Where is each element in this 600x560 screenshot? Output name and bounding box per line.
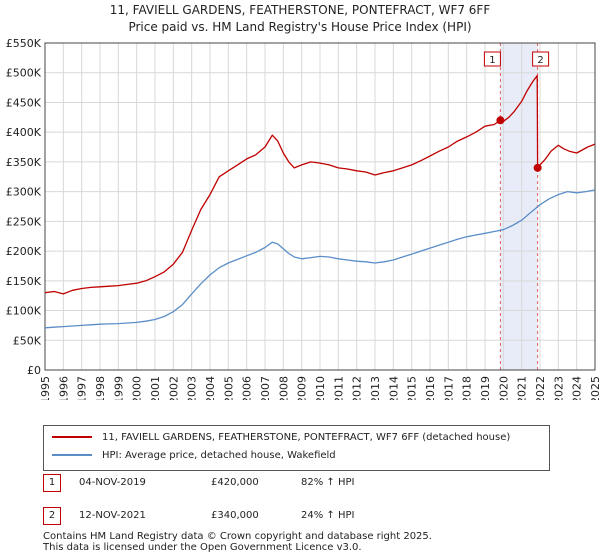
x-tick-label: 2021	[516, 376, 529, 400]
y-tick-label: £250K	[6, 215, 42, 228]
chart-subtitle: Price paid vs. HM Land Registry's House …	[128, 20, 472, 34]
y-tick-label: £150K	[6, 275, 42, 288]
sale-hpi-2: 24% ↑ HPI	[301, 510, 355, 521]
x-tick-label: 2019	[479, 376, 492, 400]
x-tick-label: 2001	[149, 376, 162, 400]
sale-box-label-2: 2	[537, 55, 543, 66]
chart-title: 11, FAVIELL GARDENS, FEATHERSTONE, PONTE…	[109, 3, 491, 17]
y-tick-label: £450K	[6, 96, 42, 109]
shaded-region	[500, 43, 538, 370]
x-tick-label: 2018	[461, 376, 474, 400]
y-tick-label: £100K	[6, 305, 42, 318]
y-tick-label: £400K	[6, 126, 42, 139]
legend-item-property: 11, FAVIELL GARDENS, FEATHERSTONE, PONTE…	[52, 430, 510, 446]
x-tick-label: 2013	[369, 376, 382, 400]
x-tick-label: 1997	[76, 376, 89, 400]
x-tick-label: 2007	[259, 376, 272, 400]
x-tick-label: 2002	[167, 376, 180, 400]
sale-price-1: £420,000	[211, 477, 259, 488]
x-tick-label: 1995	[39, 376, 52, 400]
y-tick-label: £0	[27, 364, 41, 377]
legend-label-property: 11, FAVIELL GARDENS, FEATHERSTONE, PONTE…	[102, 432, 511, 443]
legend: 11, FAVIELL GARDENS, FEATHERSTONE, PONTE…	[43, 425, 550, 471]
x-tick-label: 2015	[406, 376, 419, 400]
x-tick-label: 2014	[387, 376, 400, 400]
x-tick-label: 1999	[112, 376, 125, 400]
y-tick-label: £350K	[6, 156, 42, 169]
x-tick-label: 2004	[204, 376, 217, 400]
x-tick-label: 2009	[296, 376, 309, 400]
price-chart: £0 £50K £100K £150K £200K £250K £300K £350K £400…	[6, 37, 600, 400]
footer-licence: This data is licensed under the Open Gov…	[43, 542, 362, 553]
x-tick-label: 2005	[222, 376, 235, 400]
legend-swatch-hpi	[52, 454, 92, 456]
sale-box-2	[532, 51, 550, 67]
x-tick-label: 1996	[57, 376, 70, 400]
x-tick-label: 2020	[497, 376, 510, 400]
x-tick-label: 1998	[94, 376, 107, 400]
legend-swatch-property	[52, 436, 92, 438]
x-tick-label: 2010	[314, 376, 327, 400]
x-tick-label: 2023	[552, 376, 565, 400]
footer-copyright: Contains HM Land Registry data © Crown c…	[43, 531, 432, 542]
x-tick-label: 2000	[131, 376, 144, 400]
y-tick-label: £300K	[6, 186, 42, 199]
legend-item-hpi: HPI: Average price, detached house, Wake…	[52, 448, 336, 464]
y-tick-label: £50K	[13, 334, 42, 347]
x-tick-label: 2008	[277, 376, 290, 400]
x-tick-label: 2006	[241, 376, 254, 400]
x-tick-label: 2024	[571, 376, 584, 400]
x-tick-label: 2017	[442, 376, 455, 400]
sale-price-2: £340,000	[211, 510, 259, 521]
sale-hpi-1: 82% ↑ HPI	[301, 477, 355, 488]
sale-marker-1: 1	[43, 474, 61, 492]
y-tick-label: £200K	[6, 245, 42, 258]
series-line-property	[44, 75, 596, 295]
x-tick-label: 2011	[332, 376, 345, 400]
sale-box-1	[483, 51, 501, 67]
series-line-hpi	[44, 189, 596, 329]
legend-label-hpi: HPI: Average price, detached house, Wake…	[102, 450, 336, 461]
x-tick-label: 2025	[589, 376, 600, 400]
x-tick-label: 2016	[424, 376, 437, 400]
sale-point-2	[533, 163, 542, 172]
sale-date-2: 12-NOV-2021	[79, 510, 146, 521]
x-tick-label: 2022	[534, 376, 547, 400]
sale-marker-2: 2	[43, 507, 61, 525]
sale-point-1	[496, 116, 505, 125]
y-tick-label: £500K	[6, 67, 42, 80]
x-tick-label: 2003	[186, 376, 199, 400]
plot-frame	[44, 42, 596, 371]
sale-box-label-1: 1	[489, 55, 495, 66]
sale-date-1: 04-NOV-2019	[79, 477, 146, 488]
y-tick-label: £550K	[6, 37, 42, 50]
x-tick-label: 2012	[351, 376, 364, 400]
